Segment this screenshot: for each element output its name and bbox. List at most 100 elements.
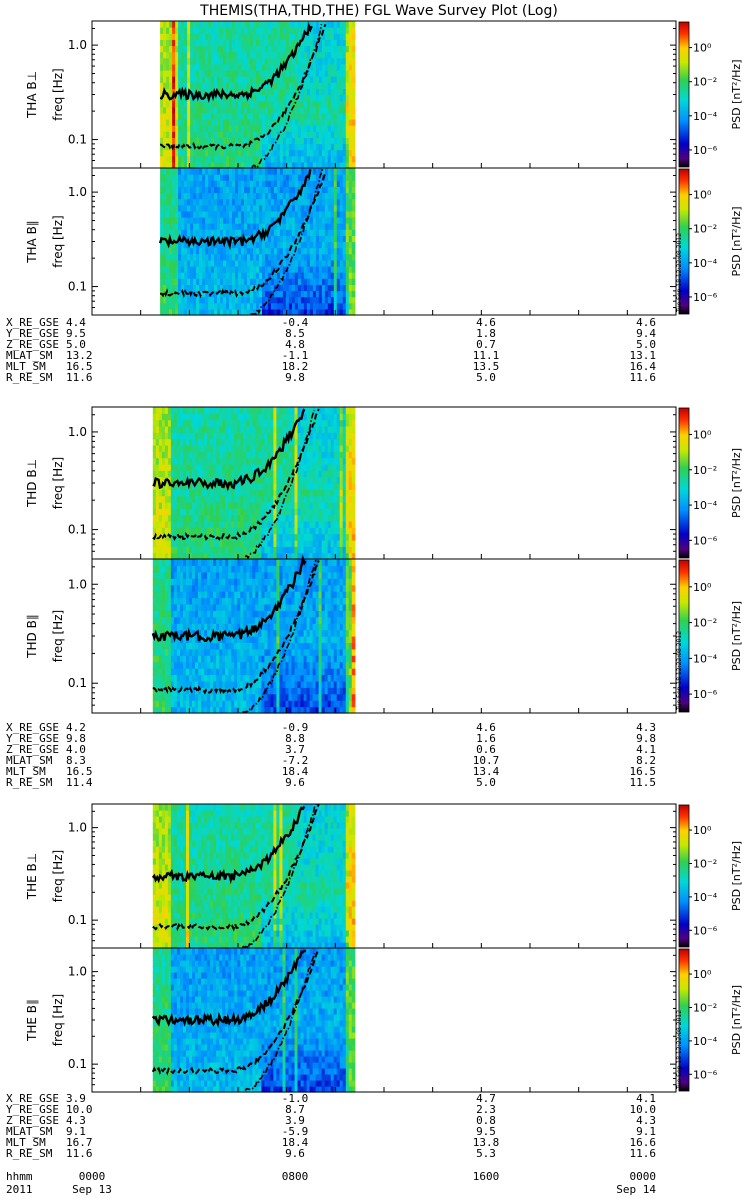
- spectrogram-cell: [166, 296, 170, 304]
- spectrogram-cell: [235, 39, 239, 47]
- spectrogram-cell: [267, 39, 272, 47]
- spectrogram-cell: [262, 125, 266, 132]
- spectrogram-cell: [288, 33, 293, 40]
- spectrogram-cell: [184, 149, 188, 157]
- spectrogram-cell: [250, 186, 254, 194]
- spectrogram-cell: [265, 27, 269, 34]
- spectrogram-cell: [339, 483, 344, 490]
- spectrogram-cell: [208, 76, 212, 83]
- colorbar-tick-label: 10⁰: [693, 42, 712, 55]
- spectrogram-cell: [288, 100, 293, 108]
- spectrogram-cell: [184, 112, 188, 120]
- spectrogram-cell: [321, 451, 326, 459]
- spectrogram-cell: [321, 457, 326, 465]
- spectrogram-cell: [342, 521, 347, 528]
- spectrogram-cell: [166, 106, 170, 114]
- spectrogram-cell: [213, 489, 217, 497]
- spectrogram-cell: [247, 296, 251, 304]
- spectrogram-cell: [282, 290, 287, 298]
- spectrogram-cell: [339, 57, 344, 65]
- spectrogram-cell: [282, 266, 287, 273]
- spectrogram-cell: [318, 112, 323, 120]
- spectrogram-cell: [288, 149, 293, 157]
- spectrogram-cell: [327, 235, 332, 243]
- spectrogram-cell: [166, 88, 170, 96]
- spectrogram-cell: [333, 100, 338, 108]
- spectrogram-cell: [217, 296, 221, 304]
- spectrogram-cell: [333, 70, 338, 77]
- spectrogram-cell: [300, 149, 305, 157]
- spectrogram-cell: [288, 39, 293, 47]
- spectrogram-cell: [336, 76, 341, 83]
- spectrogram-cell: [282, 527, 287, 535]
- spectrogram-cell: [336, 125, 341, 132]
- spectrogram-cell: [256, 217, 260, 224]
- spectrogram-cell: [333, 149, 338, 157]
- spectrogram-cell: [339, 521, 344, 528]
- spectrogram-cell: [324, 546, 329, 554]
- spectrogram-cell: [158, 407, 163, 414]
- spectrogram-cell: [297, 155, 302, 163]
- spectrogram-cell: [196, 235, 200, 243]
- spectrogram-cell: [186, 413, 190, 421]
- spectrogram-cell: [312, 210, 317, 218]
- spectrogram-cell: [172, 186, 176, 194]
- spectrogram-cell: [172, 302, 176, 310]
- spectrogram-cell: [279, 259, 284, 267]
- spectrogram-cell: [250, 27, 254, 34]
- spectrogram-cell: [321, 180, 326, 187]
- spectrogram-cell: [351, 272, 356, 279]
- spectrogram-cell: [235, 308, 239, 316]
- spectrogram-cell: [152, 603, 157, 611]
- spectrogram-cell: [250, 290, 254, 298]
- spectrogram-cell: [312, 445, 317, 452]
- spectrogram-cell: [210, 489, 214, 497]
- spectrogram-cell: [315, 540, 320, 547]
- spectrogram-cell: [256, 278, 260, 285]
- spectrogram-cell: [264, 483, 268, 490]
- spectrogram-cell: [265, 168, 269, 175]
- spectrogram-cell: [345, 198, 350, 206]
- spectrogram-cell: [201, 527, 205, 535]
- spectrogram-cell: [164, 502, 169, 509]
- spectrogram-cell: [202, 174, 206, 181]
- spectrogram-cell: [181, 63, 185, 71]
- spectrogram-cell: [312, 521, 317, 528]
- spectrogram-cell: [238, 137, 242, 145]
- spectrogram-cell: [184, 210, 188, 218]
- spectrogram-cell: [172, 39, 176, 47]
- spectrogram-cell: [241, 259, 245, 267]
- spectrogram-cell: [217, 76, 221, 83]
- spectrogram-cell: [161, 445, 166, 452]
- spectrogram-cell: [190, 82, 194, 89]
- spectrogram-cell: [175, 155, 179, 163]
- spectrogram-cell: [202, 51, 206, 59]
- spectrogram-cell: [234, 419, 238, 427]
- spectrogram-cell: [199, 27, 203, 34]
- spectrogram-cell: [167, 438, 172, 446]
- spectrogram-cell: [297, 508, 302, 516]
- spectrogram-cell: [279, 45, 284, 53]
- spectrogram-cell: [252, 483, 256, 490]
- spectrogram-cell: [158, 623, 163, 631]
- spectrogram-cell: [303, 39, 308, 47]
- spectrogram-cell: [285, 39, 290, 47]
- spectrogram-cell: [306, 308, 311, 316]
- spectrogram-cell: [176, 413, 181, 421]
- spectrogram-cell: [252, 533, 256, 541]
- spectrogram-cell: [229, 161, 233, 169]
- spectrogram-cell: [297, 149, 302, 157]
- spectrogram-cell: [294, 253, 299, 261]
- spectrogram-cell: [327, 112, 332, 120]
- spectrogram-cell: [330, 143, 335, 151]
- spectrogram-cell: [235, 21, 239, 28]
- spectrogram-cell: [339, 106, 344, 114]
- spectrogram-cell: [291, 445, 296, 452]
- spectrogram-cell: [342, 241, 347, 249]
- spectrogram-cell: [321, 210, 326, 218]
- spectrogram-cell: [204, 438, 208, 446]
- spectrogram-cell: [267, 125, 272, 132]
- spectrogram-cell: [330, 470, 335, 478]
- spectrogram-cell: [318, 217, 323, 224]
- spectrogram-cell: [244, 266, 248, 273]
